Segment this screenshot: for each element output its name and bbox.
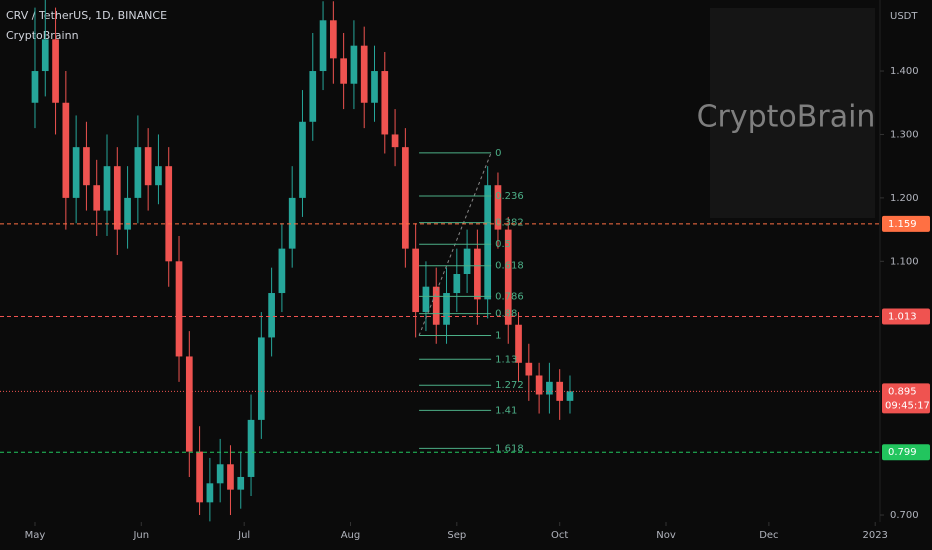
candle-body [309, 71, 317, 122]
candle-body [535, 375, 543, 395]
candle-body [165, 166, 173, 262]
candle-body [350, 45, 358, 84]
candle-body [31, 71, 39, 103]
watermark-box [710, 8, 875, 218]
candle-body [360, 45, 368, 103]
candle-body [330, 20, 337, 59]
candle-body [443, 293, 450, 325]
candle-body [155, 166, 162, 186]
candle-body [504, 229, 512, 325]
y-tick-label: 0.700 [890, 510, 919, 521]
x-tick-label: Sep [447, 530, 466, 541]
candle-body [319, 20, 327, 72]
candle-body [340, 58, 347, 84]
candle-body [257, 337, 265, 420]
candle-body [206, 483, 214, 503]
price-label: 0.895 [888, 386, 917, 397]
price-label-box [882, 444, 930, 461]
fib-level-label: 1.272 [495, 380, 524, 391]
candle-body [278, 248, 286, 294]
fib-level-label: 1.618 [495, 443, 524, 454]
x-tick-label: Jul [237, 530, 250, 541]
x-tick-label: Dec [759, 530, 778, 541]
fib-level-label: 0 [495, 148, 501, 159]
price-axis-panel [880, 0, 932, 550]
y-tick-label: 1.400 [890, 66, 919, 77]
candle-body [93, 185, 101, 211]
candle-body [113, 166, 121, 230]
candle-body [124, 197, 131, 230]
x-tick-label: Oct [551, 530, 568, 541]
candle-body [453, 274, 461, 294]
fib-level-label: 1.41 [495, 405, 517, 416]
candle-body [175, 261, 183, 357]
candle-body [62, 102, 70, 198]
price-label: 1.013 [888, 311, 917, 322]
candle-body [525, 362, 533, 376]
candle-body [556, 381, 564, 401]
candle-body [381, 71, 389, 135]
x-tick-label: 2023 [862, 530, 887, 541]
price-label: 1.159 [888, 219, 917, 230]
candle-body [371, 71, 378, 103]
x-tick-label: Nov [656, 530, 676, 541]
candle-body [515, 324, 522, 363]
x-tick-label: Aug [341, 530, 361, 541]
candle-body [288, 197, 296, 249]
candle-body [566, 391, 574, 401]
candle-body [237, 476, 245, 490]
indicator-name: CryptoBrainn [6, 29, 79, 42]
candle-body [494, 185, 502, 230]
candle-body [391, 134, 399, 148]
fib-level-label: 0.5 [495, 239, 511, 250]
y-tick-label: 1.200 [890, 193, 919, 204]
y-tick-label: 1.300 [890, 129, 919, 140]
candle-body [546, 381, 553, 395]
candle-body [52, 39, 59, 103]
candle-body [268, 293, 275, 338]
candle-body [144, 147, 152, 186]
candle-body [83, 147, 90, 186]
fib-level-label: 0.88 [495, 309, 517, 320]
candle-body [299, 121, 306, 198]
candle-body [185, 356, 193, 452]
x-tick-label: Jun [132, 530, 149, 541]
currency-label: USDT [890, 11, 918, 22]
candle-body [103, 166, 111, 211]
candle-body [134, 147, 142, 198]
candle-body [412, 248, 419, 313]
candle-body [463, 248, 471, 275]
candle-body [474, 248, 481, 300]
price-label-box [882, 383, 930, 414]
price-label-box [882, 308, 930, 325]
candle-body [227, 464, 234, 490]
fib-level-label: 1 [495, 331, 501, 342]
fib-level-label: 0.236 [495, 191, 524, 202]
watermark: CryptoBrain [697, 100, 876, 135]
candle-body [402, 147, 409, 249]
candle-body [484, 185, 492, 300]
candle-body [216, 464, 224, 484]
candle-body [432, 286, 440, 325]
fib-level-label: 0.618 [495, 261, 524, 272]
price-label-box [882, 215, 930, 232]
price-label: 0.799 [888, 447, 917, 458]
candle-body [422, 286, 430, 313]
y-tick-label: 1.100 [890, 256, 919, 267]
candle-body [72, 147, 80, 198]
candle-body [247, 419, 255, 477]
fib-level-label: 1.13 [495, 354, 517, 365]
countdown-label: 09:45:17 [885, 400, 930, 411]
candle-body [196, 451, 203, 503]
candle-body [41, 39, 49, 72]
fib-level-label: 0.786 [495, 291, 524, 302]
symbol-title: CRV / TetherUS, 1D, BINANCE [6, 9, 167, 22]
x-tick-label: May [25, 530, 46, 541]
fib-level-label: 0.382 [495, 218, 524, 229]
